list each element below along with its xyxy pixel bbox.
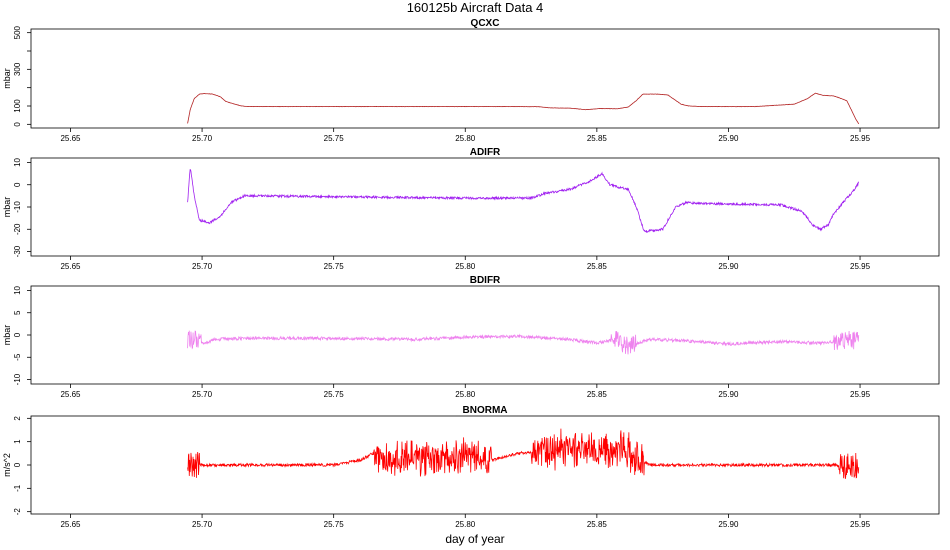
y-axis-label: mbar xyxy=(2,197,12,218)
x-tick-label: 25.95 xyxy=(850,134,871,143)
x-tick-label: 25.75 xyxy=(324,262,345,271)
y-tick-label: 0 xyxy=(13,332,22,337)
x-tick-label: 25.80 xyxy=(455,134,476,143)
y-tick-label: -20 xyxy=(13,223,22,235)
plot-frame xyxy=(30,157,940,257)
x-tick-label: 25.90 xyxy=(718,262,739,271)
panel-adifr: ADIFR mbar -30 -20 -10 0 10 25.65 25.70 25.75 25.8… xyxy=(2,147,940,271)
y-tick-label: 5 xyxy=(13,310,22,315)
x-tick-label: 25.90 xyxy=(718,134,739,143)
y-tick-label: -10 xyxy=(13,373,22,385)
x-tick-label: 25.70 xyxy=(192,134,213,143)
y-tick-label: 0 xyxy=(13,182,22,187)
y-tick-label: -1 xyxy=(13,484,22,492)
x-tick-label: 25.75 xyxy=(324,390,345,399)
x-tick-label: 25.80 xyxy=(455,520,476,529)
x-tick-label: 25.80 xyxy=(455,262,476,271)
y-tick-label: 0 xyxy=(13,462,22,467)
x-tick-label: 25.65 xyxy=(60,520,81,529)
y-tick-label: 300 xyxy=(13,62,22,76)
x-tick-label: 25.80 xyxy=(455,390,476,399)
panel-title: QCXC xyxy=(471,18,500,29)
y-tick-label: -2 xyxy=(13,508,22,516)
y-tick-label: 0 xyxy=(13,122,22,127)
series-line xyxy=(187,330,860,355)
y-axis-label: mbar xyxy=(2,68,12,89)
y-tick-label: -10 xyxy=(13,201,22,213)
x-tick-label: 25.75 xyxy=(324,134,345,143)
x-tick-label: 25.70 xyxy=(192,262,213,271)
panel-title: ADIFR xyxy=(470,147,501,158)
x-tick-label: 25.65 xyxy=(60,262,81,271)
y-tick-label: 10 xyxy=(13,285,22,294)
y-axis-label: m/s^2 xyxy=(2,453,12,477)
series-line xyxy=(187,169,860,233)
x-tick-label: 25.85 xyxy=(587,262,608,271)
x-tick-label: 25.95 xyxy=(850,262,871,271)
x-tick-label: 25.65 xyxy=(60,390,81,399)
x-tick-label: 25.95 xyxy=(850,520,871,529)
y-tick-label: 100 xyxy=(13,99,22,113)
x-tick-label: 25.75 xyxy=(324,520,345,529)
panel-bdifr: BDIFR mbar -10 -5 0 5 10 25.65 25.70 25.75 25.80 25… xyxy=(2,275,940,399)
y-tick-label: 2 xyxy=(13,416,22,421)
x-tick-label: 25.65 xyxy=(60,134,81,143)
y-tick-label: -5 xyxy=(13,353,22,361)
panel-qcxc: QCXC mbar 0 100 300 500 25.65 25.70 25.75 25.80 25… xyxy=(2,18,940,143)
y-tick-label: 500 xyxy=(13,25,22,39)
x-tick-label: 25.85 xyxy=(587,520,608,529)
x-tick-label: 25.85 xyxy=(587,390,608,399)
x-tick-label: 25.85 xyxy=(587,134,608,143)
panel-title: BDIFR xyxy=(470,275,501,286)
panel-title: BNORMA xyxy=(463,405,508,416)
x-tick-label: 25.90 xyxy=(718,520,739,529)
plot-frame xyxy=(30,28,940,129)
panel-bnorma: BNORMA m/s^2 -2 -1 0 1 2 25.65 25.70 25.75 25.80 25… xyxy=(2,405,940,529)
y-tick-label: 1 xyxy=(13,439,22,444)
x-tick-label: 25.95 xyxy=(850,390,871,399)
series-line xyxy=(187,428,860,479)
series-line xyxy=(187,92,860,125)
x-tick-label: 25.90 xyxy=(718,390,739,399)
figure-title: 160125b Aircraft Data 4 xyxy=(407,0,544,15)
x-tick-label: 25.70 xyxy=(192,520,213,529)
x-tick-label: 25.70 xyxy=(192,390,213,399)
y-tick-label: 10 xyxy=(13,157,22,166)
y-tick-label: -30 xyxy=(13,245,22,257)
y-axis-label: mbar xyxy=(2,325,12,346)
figure-xlabel: day of year xyxy=(445,532,504,546)
